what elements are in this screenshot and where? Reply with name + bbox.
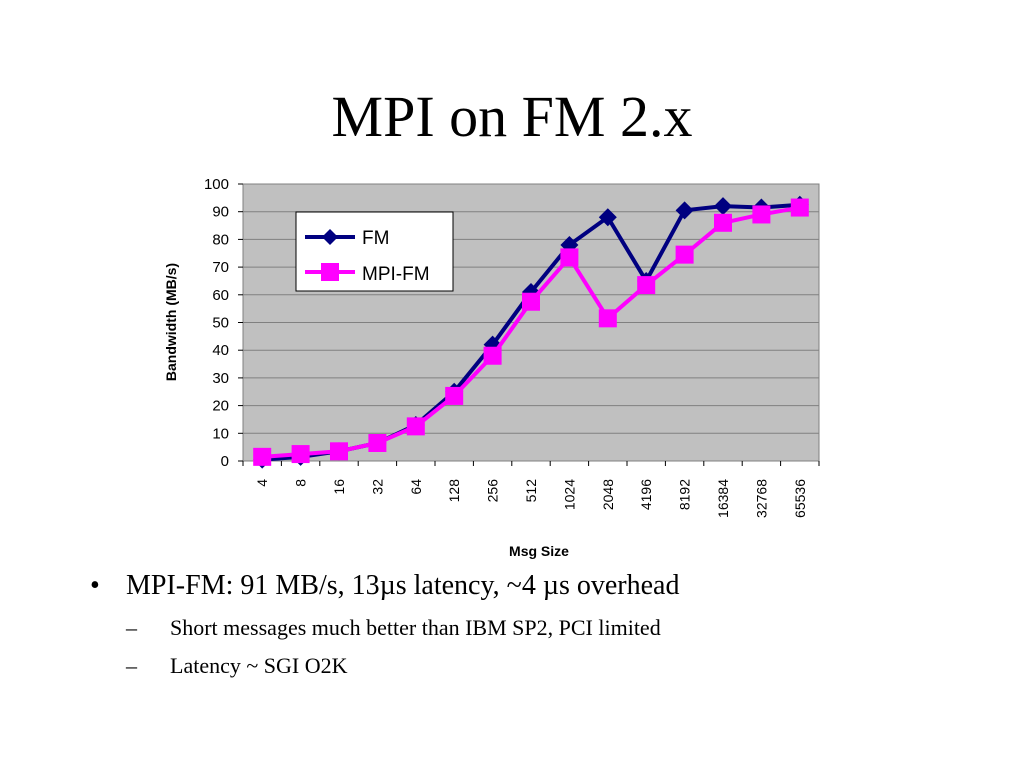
- data-point-mpi-fm: [291, 445, 310, 464]
- sub-bullet-text: Latency ~ SGI O2K: [170, 653, 348, 678]
- data-point-mpi-fm: [752, 205, 771, 224]
- legend-marker-mpi-fm: [321, 263, 339, 281]
- x-tick-label: 256: [485, 479, 501, 503]
- data-point-fm: [714, 197, 732, 216]
- data-point-mpi-fm: [253, 447, 272, 466]
- y-tick-label: 20: [212, 398, 229, 415]
- data-point-fm: [598, 208, 617, 227]
- y-tick-label: 40: [212, 342, 229, 359]
- y-tick-label: 50: [212, 315, 229, 332]
- legend-marker-fm: [322, 229, 338, 245]
- sub-bullet-marker: –: [126, 615, 137, 640]
- x-tick-label: 4: [254, 479, 270, 487]
- sub-bullet-text: Short messages much better than IBM SP2,…: [170, 615, 661, 640]
- data-point-mpi-fm: [368, 433, 387, 452]
- y-axis-label: Bandwidth (MB/s): [163, 263, 179, 381]
- data-point-mpi-fm: [714, 213, 732, 232]
- x-tick-label: 8: [293, 479, 309, 487]
- data-point-mpi-fm: [483, 346, 502, 365]
- data-point-mpi-fm: [560, 248, 579, 267]
- sub-bullet-marker: –: [126, 653, 137, 678]
- data-point-mpi-fm: [330, 442, 348, 461]
- x-tick-label: 16384: [715, 479, 731, 518]
- data-point-mpi-fm: [445, 386, 464, 405]
- data-point-mpi-fm: [675, 245, 694, 264]
- x-tick-label: 32768: [753, 479, 769, 518]
- y-tick-label: 60: [212, 287, 229, 304]
- y-tick-label: 100: [204, 176, 229, 193]
- y-axis-ticks: 0 10 20 30 40 50 60 70 80 90 100: [204, 176, 243, 470]
- x-tick-label: 16: [331, 479, 347, 495]
- legend-label-fm: FM: [362, 228, 389, 249]
- x-tick-label: 8192: [677, 479, 693, 510]
- x-tick-label: 32: [369, 479, 385, 495]
- bullet-marker: •: [90, 570, 100, 601]
- y-tick-label: 80: [212, 231, 229, 248]
- data-point-mpi-fm: [598, 309, 617, 328]
- x-tick-label: 4196: [638, 479, 654, 510]
- y-tick-label: 90: [212, 204, 229, 221]
- series-layer: [253, 195, 809, 469]
- y-tick-label: 70: [212, 259, 229, 276]
- y-tick-label: 30: [212, 370, 229, 387]
- x-axis-label: Msg Size: [509, 543, 569, 559]
- x-tick-label: 128: [446, 479, 462, 503]
- x-tick-label: 1024: [561, 479, 577, 510]
- y-tick-label: 0: [221, 453, 229, 470]
- legend: FM MPI-FM: [295, 211, 454, 292]
- x-tick-label: 512: [523, 479, 539, 503]
- series-mpi-fm: [253, 198, 809, 466]
- bullet-main-text: MPI-FM: 91 MB/s, 13µs latency, ~4 µs ove…: [126, 570, 680, 601]
- data-point-mpi-fm: [790, 198, 809, 217]
- legend-label-mpi-fm: MPI-FM: [362, 264, 430, 285]
- x-axis-ticks: 4 8 16 32 64 128 256 512 1024 2048 4196 8192 16384 32…: [242, 461, 820, 518]
- data-point-mpi-fm: [522, 292, 540, 311]
- x-tick-label: 2048: [600, 479, 616, 510]
- data-point-fm: [675, 201, 694, 220]
- data-point-mpi-fm: [637, 276, 656, 295]
- y-tick-label: 10: [212, 425, 229, 442]
- x-tick-label: 65536: [792, 479, 808, 518]
- slide-title: MPI on FM 2.x: [331, 84, 693, 149]
- x-tick-label: 64: [408, 479, 424, 495]
- data-point-mpi-fm: [406, 417, 425, 436]
